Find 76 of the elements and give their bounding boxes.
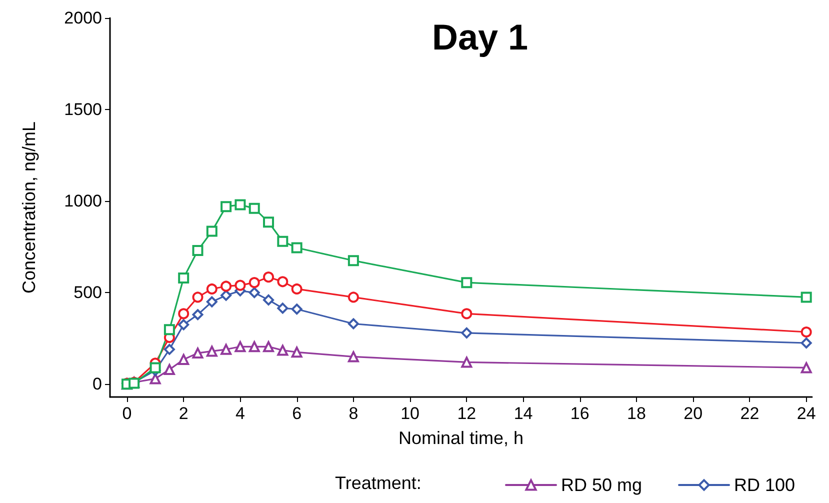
x-tick-label: 6	[292, 404, 302, 423]
point	[234, 280, 246, 291]
point	[291, 283, 302, 294]
point	[178, 319, 190, 330]
point	[220, 201, 232, 212]
point	[348, 351, 359, 362]
x-tick-label: 14	[514, 404, 533, 423]
point	[206, 283, 218, 294]
point	[192, 245, 204, 256]
point	[220, 290, 232, 301]
point	[178, 272, 190, 284]
point	[461, 356, 472, 368]
point	[150, 362, 161, 374]
point	[150, 373, 161, 384]
point	[248, 341, 260, 352]
point	[192, 292, 204, 303]
point	[234, 341, 246, 352]
chart-title: Day 1	[432, 16, 528, 58]
point	[461, 327, 472, 338]
point	[277, 344, 288, 356]
point	[800, 337, 812, 348]
x-tick-label: 18	[627, 404, 646, 423]
point	[461, 277, 472, 288]
y-axis-title: Concentration, ng/mL	[19, 121, 39, 294]
x-tick-label: 8	[348, 404, 358, 423]
x-tick-label: 24	[796, 404, 816, 423]
point	[164, 324, 175, 336]
point	[220, 344, 232, 355]
point	[178, 308, 190, 320]
x-tick-label: 2	[178, 404, 188, 423]
point	[263, 341, 274, 352]
y-tick-label: 2000	[64, 8, 102, 28]
point	[263, 272, 274, 283]
x-axis-title: Nominal time, h	[398, 428, 524, 448]
y-tick-label: 500	[74, 283, 102, 302]
point	[800, 326, 812, 338]
point	[220, 280, 232, 292]
y-tick-label: 1500	[64, 100, 102, 120]
point	[263, 294, 274, 306]
legend-label: RD 50 mg	[561, 475, 642, 495]
x-tick-label: 12	[457, 404, 476, 423]
point	[348, 292, 359, 303]
x-tick-label: 20	[684, 404, 703, 423]
x-tick-label: 16	[570, 404, 590, 423]
point	[263, 216, 274, 228]
point	[234, 199, 246, 210]
point	[800, 362, 812, 374]
point	[248, 202, 260, 214]
y-tick-label: 1000	[64, 192, 102, 211]
point	[291, 304, 302, 315]
point	[206, 226, 218, 237]
x-tick-label: 4	[235, 404, 245, 423]
point	[164, 344, 175, 355]
point	[277, 276, 288, 288]
point	[800, 292, 812, 303]
x-tick-label: 0	[122, 404, 132, 423]
point	[248, 287, 260, 298]
point	[348, 255, 359, 266]
point	[192, 348, 204, 359]
legend-title: Treatment:	[335, 473, 422, 493]
x-tick-label: 10	[400, 404, 420, 423]
point	[291, 346, 302, 358]
point	[178, 354, 190, 365]
point	[277, 236, 288, 247]
point	[192, 309, 204, 320]
legend-label: RD 100	[734, 475, 796, 495]
point	[206, 346, 218, 357]
x-tick-label: 22	[740, 404, 760, 423]
y-tick-label: 0	[92, 374, 102, 394]
point	[206, 296, 218, 308]
point	[164, 364, 175, 376]
point	[461, 308, 472, 320]
point	[291, 242, 302, 254]
point	[348, 318, 359, 330]
point	[248, 277, 260, 288]
point	[277, 302, 288, 314]
